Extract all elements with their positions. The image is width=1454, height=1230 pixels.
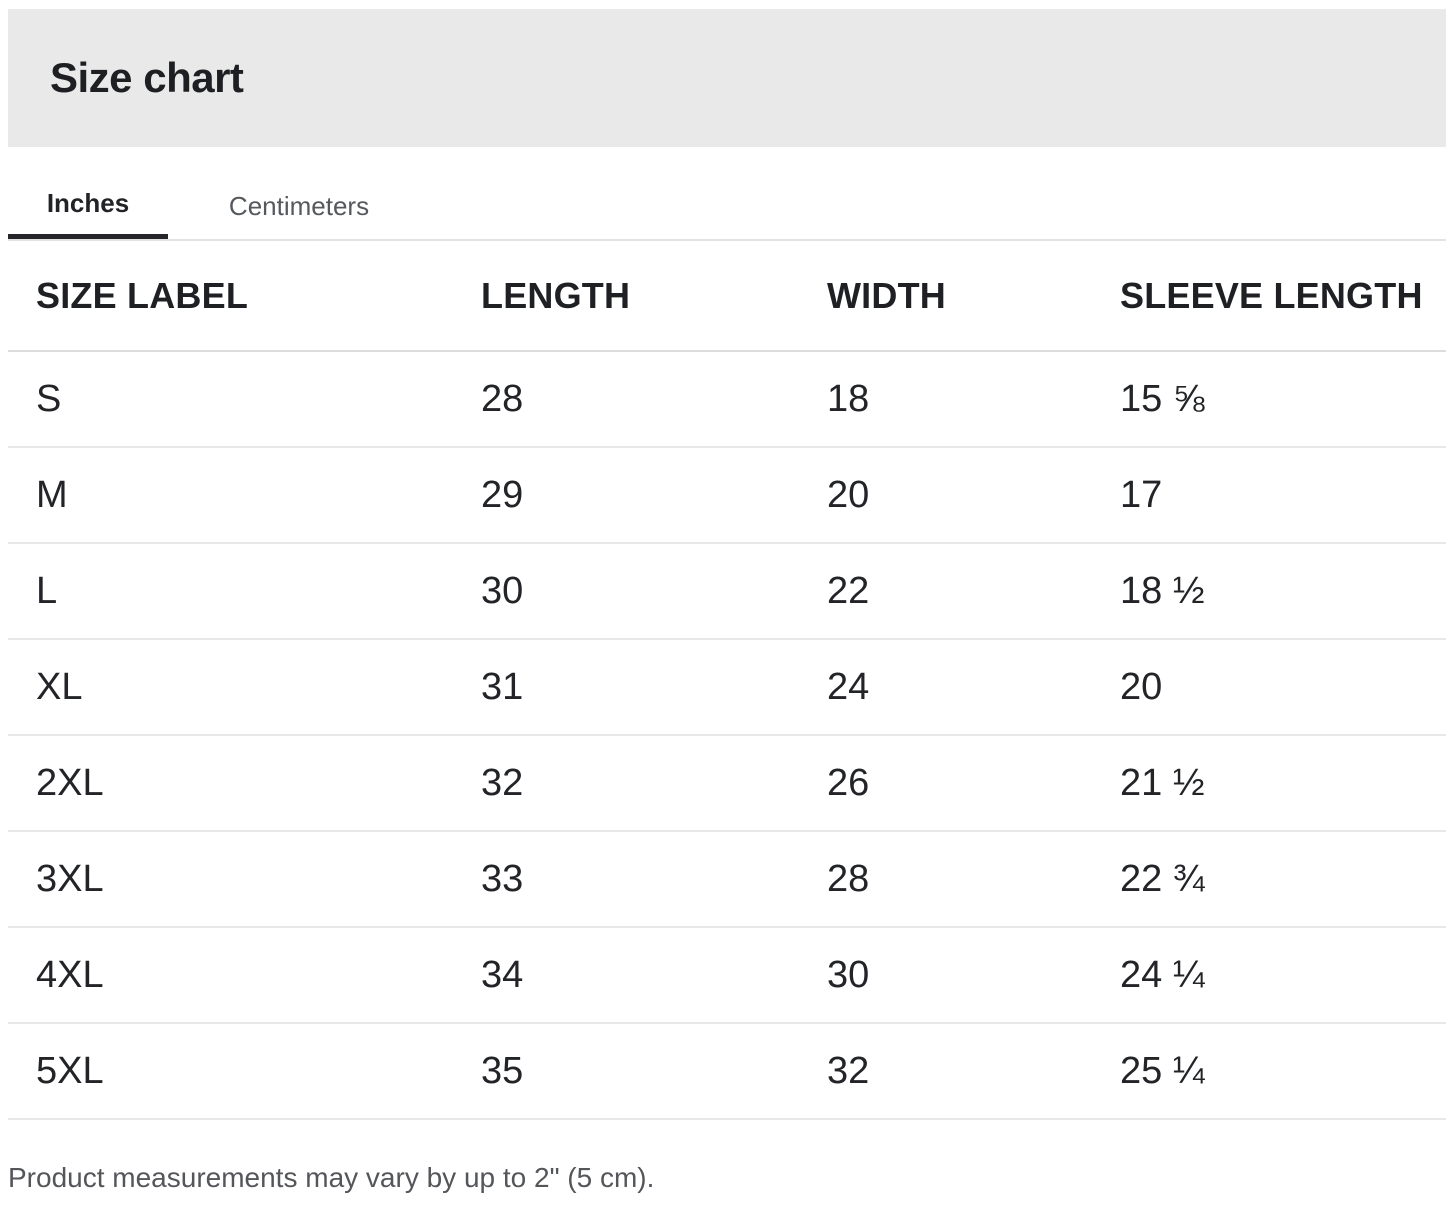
size-label-cell: XL: [8, 639, 453, 736]
table-row: 5XL 35 32 25 ¼: [8, 1023, 1446, 1120]
tab-centimeters-label: Centimeters: [228, 190, 370, 221]
table-row: 2XL 32 26 21 ½: [8, 735, 1446, 832]
table-header-row: SIZE LABEL LENGTH WIDTH SLEEVE LENGTH: [8, 241, 1446, 352]
column-header-sleeve-length: SLEEVE LENGTH: [1092, 241, 1446, 352]
width-cell: 26: [799, 735, 1092, 832]
width-cell: 22: [799, 543, 1092, 640]
length-cell: 28: [453, 351, 799, 448]
size-label-cell: 3XL: [8, 831, 453, 928]
table-row: S 28 18 15 ⅝: [8, 351, 1446, 448]
dialog-header: Size chart: [8, 9, 1446, 147]
sleeve-length-cell: 25 ¼: [1092, 1023, 1446, 1120]
table-row: XL 31 24 20: [8, 639, 1446, 736]
length-cell: 31: [453, 639, 799, 736]
length-cell: 30: [453, 543, 799, 640]
width-cell: 32: [799, 1023, 1092, 1120]
size-label-cell: 5XL: [8, 1023, 453, 1120]
page-title: Size chart: [50, 54, 244, 101]
width-cell: 24: [799, 639, 1092, 736]
table-row: L 30 22 18 ½: [8, 543, 1446, 640]
length-cell: 29: [453, 447, 799, 544]
width-cell: 18: [799, 351, 1092, 448]
column-header-length: LENGTH: [453, 241, 799, 352]
length-cell: 34: [453, 927, 799, 1024]
sleeve-length-cell: 22 ¾: [1092, 831, 1446, 928]
unit-tabs: Inches Centimeters: [8, 173, 1446, 241]
size-table: SIZE LABEL LENGTH WIDTH SLEEVE LENGTH S …: [8, 241, 1446, 1120]
length-cell: 35: [453, 1023, 799, 1120]
width-cell: 28: [799, 831, 1092, 928]
sleeve-length-cell: 15 ⅝: [1092, 351, 1446, 448]
sleeve-length-cell: 24 ¼: [1092, 927, 1446, 1024]
sleeve-length-cell: 18 ½: [1092, 543, 1446, 640]
tab-centimeters[interactable]: Centimeters: [168, 173, 430, 239]
tab-inches[interactable]: Inches: [8, 173, 168, 239]
width-cell: 20: [799, 447, 1092, 544]
width-cell: 30: [799, 927, 1092, 1024]
table-row: 3XL 33 28 22 ¾: [8, 831, 1446, 928]
table-row: M 29 20 17: [8, 447, 1446, 544]
size-label-cell: 4XL: [8, 927, 453, 1024]
column-header-width: WIDTH: [799, 241, 1092, 352]
size-label-cell: L: [8, 543, 453, 640]
size-label-cell: S: [8, 351, 453, 448]
tab-inches-label: Inches: [46, 188, 130, 218]
size-label-cell: 2XL: [8, 735, 453, 832]
sleeve-length-cell: 17: [1092, 447, 1446, 544]
length-cell: 32: [453, 735, 799, 832]
size-label-cell: M: [8, 447, 453, 544]
sleeve-length-cell: 20: [1092, 639, 1446, 736]
column-header-size-label: SIZE LABEL: [8, 241, 453, 352]
table-row: 4XL 34 30 24 ¼: [8, 927, 1446, 1024]
measurement-note: Product measurements may vary by up to 2…: [8, 1162, 655, 1193]
length-cell: 33: [453, 831, 799, 928]
sleeve-length-cell: 21 ½: [1092, 735, 1446, 832]
